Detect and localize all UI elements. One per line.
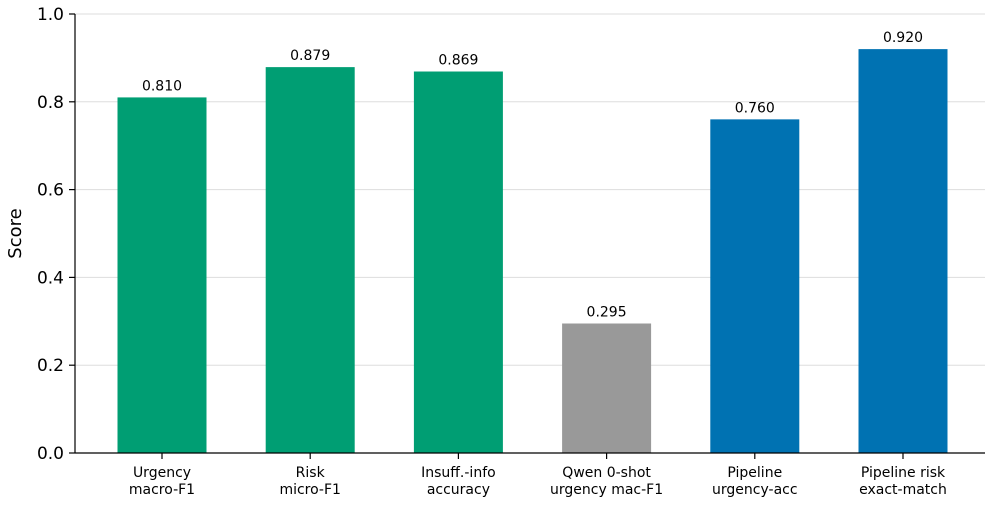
value-label: 0.879 — [290, 48, 330, 64]
bar — [710, 119, 800, 454]
bar — [413, 71, 503, 453]
x-tick-label: macro-F1 — [129, 482, 195, 498]
x-tick-label: Urgency — [133, 465, 191, 481]
bar — [858, 49, 948, 454]
value-label: 0.295 — [587, 304, 627, 320]
bar — [265, 67, 355, 453]
y-axis-title: Score — [5, 208, 26, 258]
y-tick-label: 0.6 — [37, 181, 64, 201]
value-label: 0.760 — [735, 100, 775, 116]
y-tick-label: 0.0 — [37, 444, 64, 464]
y-tick-label: 0.4 — [37, 268, 64, 288]
bar — [562, 323, 652, 453]
y-tick-label: 0.2 — [37, 356, 64, 376]
axes — [74, 14, 985, 454]
x-tick-label: accuracy — [427, 482, 490, 498]
y-tick-labels: 0.0 0.2 0.4 0.6 0.8 1.0 — [37, 5, 75, 464]
x-tick-label: Pipeline risk — [861, 465, 946, 481]
bars — [117, 49, 948, 454]
y-tick-label: 1.0 — [37, 5, 64, 25]
x-tick-label: Risk — [296, 465, 326, 481]
x-tick-label: Pipeline — [727, 465, 782, 481]
x-tick-label: Insuff.-info — [421, 465, 496, 481]
x-tick-label: urgency-acc — [712, 482, 798, 498]
value-label: 0.920 — [883, 30, 923, 46]
x-tick-label: Qwen 0-shot — [562, 465, 651, 481]
value-label: 0.869 — [438, 53, 478, 69]
value-labels: 0.810 0.879 0.869 0.295 0.760 0.920 — [142, 30, 923, 320]
x-tick-label: exact-match — [859, 482, 947, 498]
y-tick-label: 0.8 — [37, 93, 64, 113]
x-tick-label: urgency mac-F1 — [550, 482, 663, 498]
bar — [117, 97, 207, 453]
grid-lines — [75, 13, 985, 366]
value-label: 0.810 — [142, 78, 182, 94]
x-tick-label: micro-F1 — [279, 482, 341, 498]
